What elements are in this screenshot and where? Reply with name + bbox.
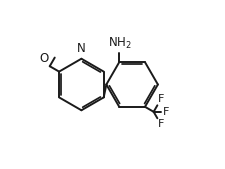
Text: F: F — [162, 107, 168, 117]
Text: O: O — [40, 52, 49, 65]
Text: F: F — [158, 119, 164, 129]
Text: F: F — [158, 94, 164, 104]
Text: N: N — [77, 42, 86, 55]
Text: NH$_2$: NH$_2$ — [108, 36, 131, 51]
